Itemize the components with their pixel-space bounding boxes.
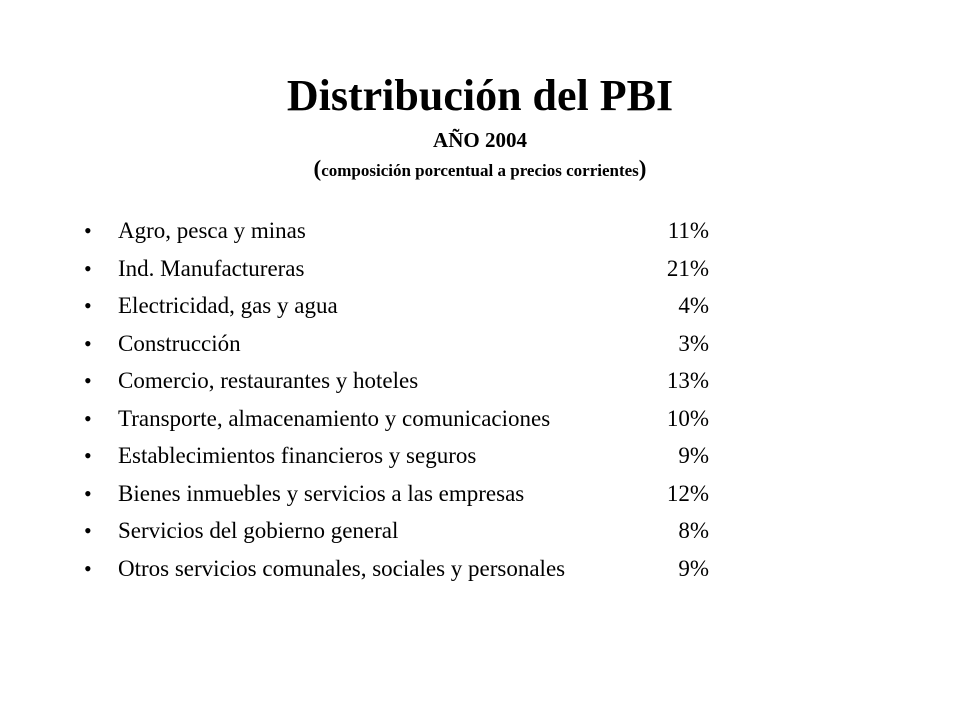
bullet-icon: •: [84, 518, 92, 543]
sector-label: Agro, pesca y minas: [118, 218, 306, 243]
slide-note: (composición porcentual a precios corrie…: [0, 156, 960, 184]
sector-label: Establecimientos financieros y seguros: [118, 443, 477, 468]
sector-value: 4%: [678, 293, 709, 318]
sector-label: Construcción: [118, 330, 241, 356]
slide-subtitle: AÑO 2004: [433, 128, 527, 152]
sector-value: 9%: [678, 555, 709, 581]
note-open-paren: (: [313, 156, 322, 181]
bullet-icon: •: [84, 330, 92, 356]
list-item: • Otros servicios comunales, sociales y …: [84, 550, 804, 588]
sector-label: Comercio, restaurantes y hoteles: [118, 368, 419, 393]
sector-label: Transporte, almacenamiento y comunicacio…: [118, 405, 551, 431]
slide-title: Distribución del PBI: [286, 71, 674, 120]
bullet-icon: •: [84, 555, 92, 581]
bullet-icon: •: [84, 255, 92, 281]
sector-label: Electricidad, gas y agua: [118, 293, 338, 318]
note-text: composición porcentual a precios corrien…: [321, 161, 639, 180]
sector-value: 3%: [678, 330, 709, 356]
sector-value: 8%: [678, 518, 709, 543]
sector-value: 21%: [666, 255, 709, 281]
list-item: • Transporte, almacenamiento y comunicac…: [84, 400, 804, 438]
list-item: • Agro, pesca y minas 11%: [84, 212, 804, 250]
list-item: • Bienes inmuebles y servicios a las emp…: [84, 475, 804, 513]
bullet-icon: •: [84, 405, 92, 431]
list-item: • Servicios del gobierno general 8%: [84, 512, 804, 550]
list-item: • Ind. Manufactureras 21%: [84, 250, 804, 288]
sector-value: 9%: [678, 443, 709, 468]
sector-value: 10%: [666, 405, 709, 431]
title-block: Distribución del PBI AÑO 2004 (composici…: [0, 70, 960, 184]
sector-value: 13%: [666, 368, 709, 393]
bullet-icon: •: [84, 443, 92, 468]
list-item: • Comercio, restaurantes y hoteles 13%: [84, 362, 804, 400]
sector-label: Bienes inmuebles y servicios a las empre…: [118, 480, 525, 506]
sector-list: • Agro, pesca y minas 11% • Ind. Manufac…: [84, 212, 804, 587]
sector-label: Ind. Manufactureras: [118, 255, 305, 281]
list-item: • Establecimientos financieros y seguros…: [84, 437, 804, 475]
sector-label: Otros servicios comunales, sociales y pe…: [118, 555, 566, 581]
list-item: • Construcción 3%: [84, 325, 804, 363]
bullet-icon: •: [84, 218, 92, 243]
bullet-icon: •: [84, 480, 92, 506]
note-close-paren: ): [638, 156, 647, 181]
sector-value: 12%: [666, 480, 709, 506]
bullet-icon: •: [84, 293, 92, 318]
sector-value: 11%: [667, 218, 709, 243]
list-item: • Electricidad, gas y agua 4%: [84, 287, 804, 325]
sector-label: Servicios del gobierno general: [118, 518, 399, 543]
bullet-icon: •: [84, 368, 92, 393]
